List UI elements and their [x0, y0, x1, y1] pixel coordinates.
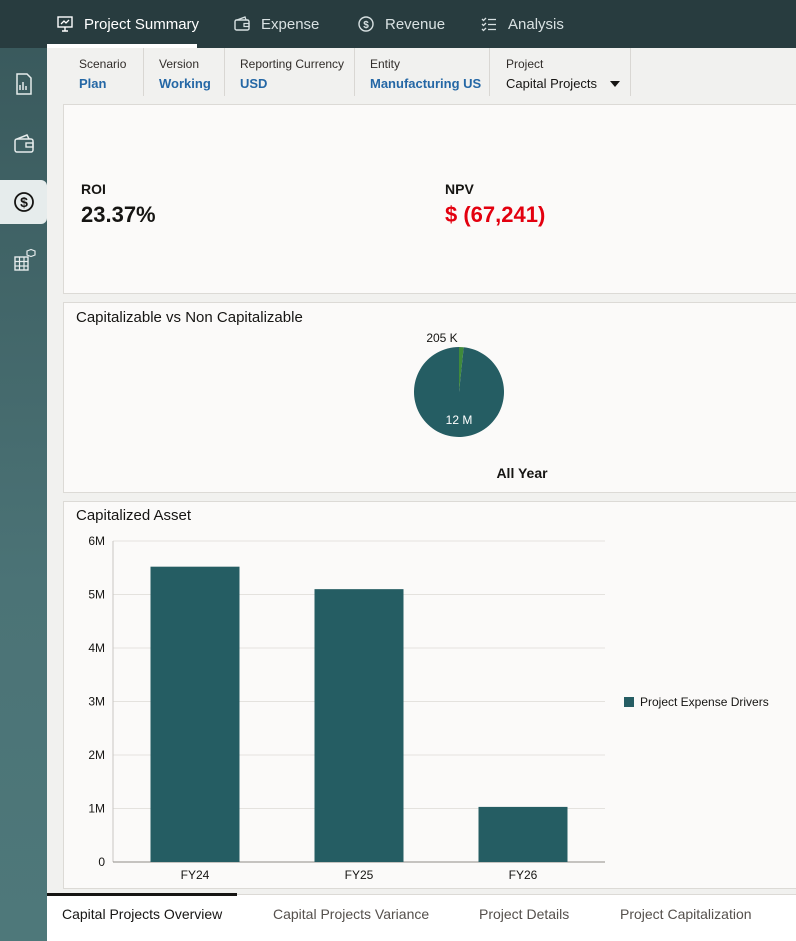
pie-panel-title: Capitalizable vs Non Capitalizable: [76, 309, 303, 326]
tab-label: Analysis: [508, 15, 564, 33]
tab-label: Revenue: [385, 15, 446, 33]
rail-item-report[interactable]: [0, 62, 47, 106]
roi-label: ROI: [81, 181, 106, 197]
y-tick-label: 6M: [88, 534, 105, 548]
x-tick-label: FY24: [181, 868, 210, 882]
legend-label: Project Expense Drivers: [640, 695, 769, 709]
pov-label: Entity: [370, 57, 401, 71]
svg-text:$: $: [20, 194, 28, 210]
svg-text:$: $: [363, 20, 369, 31]
rail-item-expense[interactable]: [0, 122, 47, 166]
tab-analysis[interactable]: Analysis: [480, 0, 564, 48]
wallet-icon: [234, 16, 250, 31]
pov-value: Manufacturing US: [370, 76, 482, 91]
rail-item-revenue[interactable]: $: [0, 180, 47, 224]
pov-project[interactable]: Project Capital Projects: [490, 48, 631, 96]
checklist-icon: [481, 17, 496, 32]
pov-label: Version: [159, 57, 200, 71]
pov-bar: Scenario Plan Version Working Reporting …: [63, 48, 796, 96]
pie-footer: All Year: [496, 465, 548, 481]
bar[interactable]: [478, 806, 568, 862]
npv-label: NPV: [445, 181, 474, 197]
left-rail: $: [0, 48, 47, 941]
active-tab-indicator: [47, 44, 197, 48]
top-navigation: Project Summary Expense $ Revenue Analys…: [0, 0, 796, 48]
pov-value: Capital Projects: [506, 76, 598, 91]
active-bottom-tab-indicator: [47, 893, 237, 896]
bar[interactable]: [150, 566, 240, 862]
bar[interactable]: [314, 589, 404, 862]
pov-scenario[interactable]: Scenario Plan: [63, 48, 144, 96]
pov-value: USD: [240, 76, 268, 91]
roi-value: 23.37%: [81, 202, 156, 227]
pov-label: Scenario: [79, 57, 127, 71]
pie-slice[interactable]: [414, 347, 505, 437]
chevron-down-icon[interactable]: [610, 81, 620, 87]
rail-item-grid[interactable]: [0, 238, 47, 282]
pie-slice[interactable]: [459, 347, 464, 392]
tab-expense[interactable]: Expense: [233, 0, 319, 48]
pov-label: Project: [506, 57, 544, 71]
y-tick-label: 5M: [88, 588, 105, 602]
tab-capital-projects-variance[interactable]: Capital Projects Variance: [273, 906, 430, 922]
presentation-icon: [57, 16, 73, 32]
wallet-icon: [13, 134, 34, 153]
tab-label: Project Summary: [84, 15, 200, 33]
kpi-panel: ROI 23.37% NPV $ (67,241): [63, 104, 796, 294]
pie-panel: Capitalizable vs Non Capitalizable 205 K…: [63, 302, 796, 493]
x-tick-label: FY26: [509, 868, 538, 882]
dollar-cycle-icon: $: [358, 16, 374, 32]
dollar-cycle-icon: $: [13, 192, 34, 212]
tab-project-details[interactable]: Project Details: [479, 906, 570, 922]
pov-entity[interactable]: Entity Manufacturing US: [355, 48, 490, 96]
tab-revenue[interactable]: $ Revenue: [357, 0, 445, 48]
tab-capital-projects-overview[interactable]: Capital Projects Overview: [62, 906, 223, 922]
bottom-tabs: Capital Projects Overview Capital Projec…: [47, 893, 796, 941]
bar-chart: 0 1M 2M 3M 4M 5M 6M FY24 FY25 FY26 Project Expense…: [88, 534, 769, 882]
bar-panel-title: Capitalized Asset: [76, 507, 192, 524]
npv-value: $ (67,241): [445, 202, 546, 227]
x-tick-label: FY25: [345, 868, 374, 882]
grid-cube-icon: [13, 248, 36, 271]
pov-version[interactable]: Version Working: [144, 48, 225, 96]
y-tick-label: 3M: [88, 695, 105, 709]
tab-project-summary[interactable]: Project Summary: [56, 0, 199, 48]
pie-slice-label: 205 K: [426, 331, 457, 345]
tab-project-capitalization[interactable]: Project Capitalization: [620, 906, 752, 922]
tab-label: Expense: [261, 15, 320, 33]
pie-chart: 205 K 12 M All Year: [414, 331, 548, 481]
pov-value: Plan: [79, 76, 107, 91]
pie-slice-label: 12 M: [446, 413, 473, 427]
report-icon: [15, 73, 32, 95]
y-tick-label: 1M: [88, 802, 105, 816]
bar-panel: Capitalized Asset 0 1M 2M 3M 4M 5M 6M FY24 FY25 F…: [63, 501, 796, 889]
y-tick-label: 0: [98, 855, 105, 869]
legend-swatch: [624, 697, 634, 707]
pov-value: Working: [159, 76, 211, 91]
pov-currency[interactable]: Reporting Currency USD: [225, 48, 355, 96]
y-tick-label: 4M: [88, 641, 105, 655]
pov-label: Reporting Currency: [240, 57, 345, 71]
y-tick-label: 2M: [88, 748, 105, 762]
